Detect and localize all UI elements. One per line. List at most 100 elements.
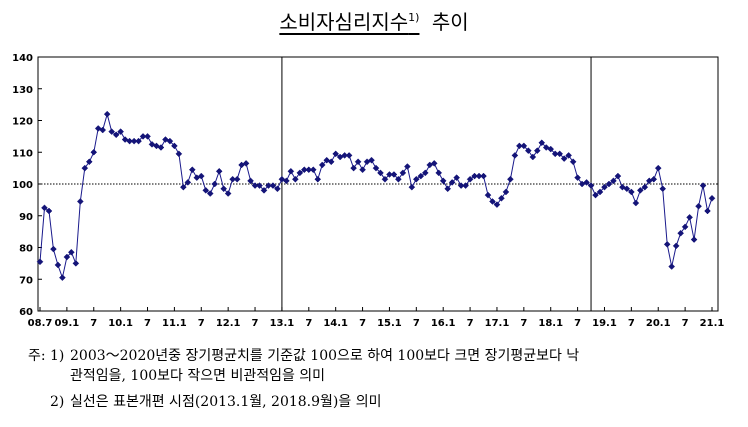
x-tick-label: 13.1 xyxy=(270,318,295,329)
data-point xyxy=(574,174,581,182)
data-point xyxy=(68,248,75,256)
data-point xyxy=(439,177,447,185)
data-point xyxy=(399,169,407,177)
data-point xyxy=(690,236,698,243)
data-point xyxy=(672,242,680,250)
data-point xyxy=(592,191,599,199)
data-point xyxy=(466,175,474,183)
footnote-1: 주: 1) 2003～2020년중 장기평균치를 기준값 100으로 하여 100보… xyxy=(28,346,728,386)
data-point xyxy=(686,213,693,221)
data-point xyxy=(206,190,214,197)
data-point xyxy=(475,172,483,180)
note1-line1: 2003～2020년중 장기평균치를 기준값 100으로 하여 100보다 크면… xyxy=(70,348,580,364)
data-point xyxy=(332,150,340,158)
data-point xyxy=(265,182,272,189)
data-point xyxy=(704,207,711,215)
data-point xyxy=(197,172,205,180)
data-point xyxy=(659,185,667,193)
data-point xyxy=(139,133,147,140)
x-tick-label: 7 xyxy=(359,318,366,329)
data-point xyxy=(85,158,93,166)
data-point xyxy=(668,263,676,270)
data-point xyxy=(144,133,151,140)
data-point xyxy=(699,182,707,189)
data-point xyxy=(623,185,631,193)
x-tick-label: 21.1 xyxy=(700,318,725,329)
data-point xyxy=(641,183,649,191)
data-point xyxy=(287,167,295,175)
data-point xyxy=(300,166,308,174)
data-point xyxy=(318,161,326,169)
x-tick-label: 7 xyxy=(252,318,259,329)
data-point xyxy=(215,167,223,175)
data-point xyxy=(650,175,658,183)
x-tick-label: 18.1 xyxy=(538,318,563,329)
note2-text: 실선은 표본개편 시점(2013.1월, 2018.9월)을 의미 xyxy=(70,394,382,410)
note-label: 주: xyxy=(28,348,46,364)
data-point xyxy=(242,160,250,167)
data-point xyxy=(471,172,478,180)
data-point xyxy=(220,185,228,193)
data-point xyxy=(390,171,398,178)
data-point xyxy=(135,137,142,145)
data-point xyxy=(157,144,165,151)
data-point xyxy=(663,240,671,248)
note-number: 2) xyxy=(50,394,65,410)
x-tick-label: 16.1 xyxy=(431,318,456,329)
data-point xyxy=(412,175,420,183)
data-point xyxy=(408,183,416,191)
data-point xyxy=(341,152,348,159)
data-point xyxy=(63,253,71,261)
data-point xyxy=(551,150,559,158)
data-point xyxy=(166,137,174,145)
data-point xyxy=(81,164,89,172)
data-point xyxy=(516,142,523,150)
x-tick-label: 17.1 xyxy=(485,318,510,329)
chart-title-suffix: 추이 xyxy=(431,10,469,34)
data-point xyxy=(462,182,469,189)
data-point xyxy=(695,202,702,210)
data-point xyxy=(484,191,492,199)
data-point xyxy=(274,185,281,193)
data-point xyxy=(188,166,196,174)
x-tick-label: 15.1 xyxy=(377,318,402,329)
data-point xyxy=(54,261,62,269)
data-point xyxy=(36,258,44,266)
x-tick-label: 7 xyxy=(467,318,474,329)
data-point xyxy=(636,186,644,194)
data-point xyxy=(605,180,613,188)
data-point xyxy=(480,172,487,180)
data-point xyxy=(296,169,304,177)
note-number: 1) xyxy=(50,348,65,364)
x-tick-label: 12.1 xyxy=(216,318,241,329)
data-point xyxy=(677,229,684,237)
data-point xyxy=(45,207,53,215)
x-tick-label: 11.1 xyxy=(162,318,187,329)
data-point xyxy=(305,166,313,174)
data-point xyxy=(359,166,366,174)
x-tick-label: 09.1 xyxy=(55,318,80,329)
data-point xyxy=(211,180,219,188)
y-tick-label: 80 xyxy=(19,244,33,255)
data-point xyxy=(103,110,111,118)
data-point xyxy=(430,160,438,167)
data-point xyxy=(601,183,608,191)
x-tick-label: 7 xyxy=(520,318,527,329)
data-point xyxy=(99,126,107,134)
x-tick-label: 7 xyxy=(198,318,205,329)
data-point xyxy=(175,150,183,158)
y-tick-label: 120 xyxy=(12,117,33,128)
data-point xyxy=(269,182,277,189)
data-point xyxy=(556,150,564,158)
data-point xyxy=(50,245,57,253)
data-point xyxy=(502,188,510,196)
data-point xyxy=(457,182,465,189)
x-tick-label: 14.1 xyxy=(323,318,348,329)
data-point xyxy=(395,175,402,183)
x-tick-label: 20.1 xyxy=(646,318,671,329)
x-tick-label: 7 xyxy=(144,318,151,329)
x-tick-label: 19.1 xyxy=(592,318,617,329)
data-point xyxy=(247,177,254,185)
chart-title: 소비자심리지수1) 추이 xyxy=(0,6,748,35)
